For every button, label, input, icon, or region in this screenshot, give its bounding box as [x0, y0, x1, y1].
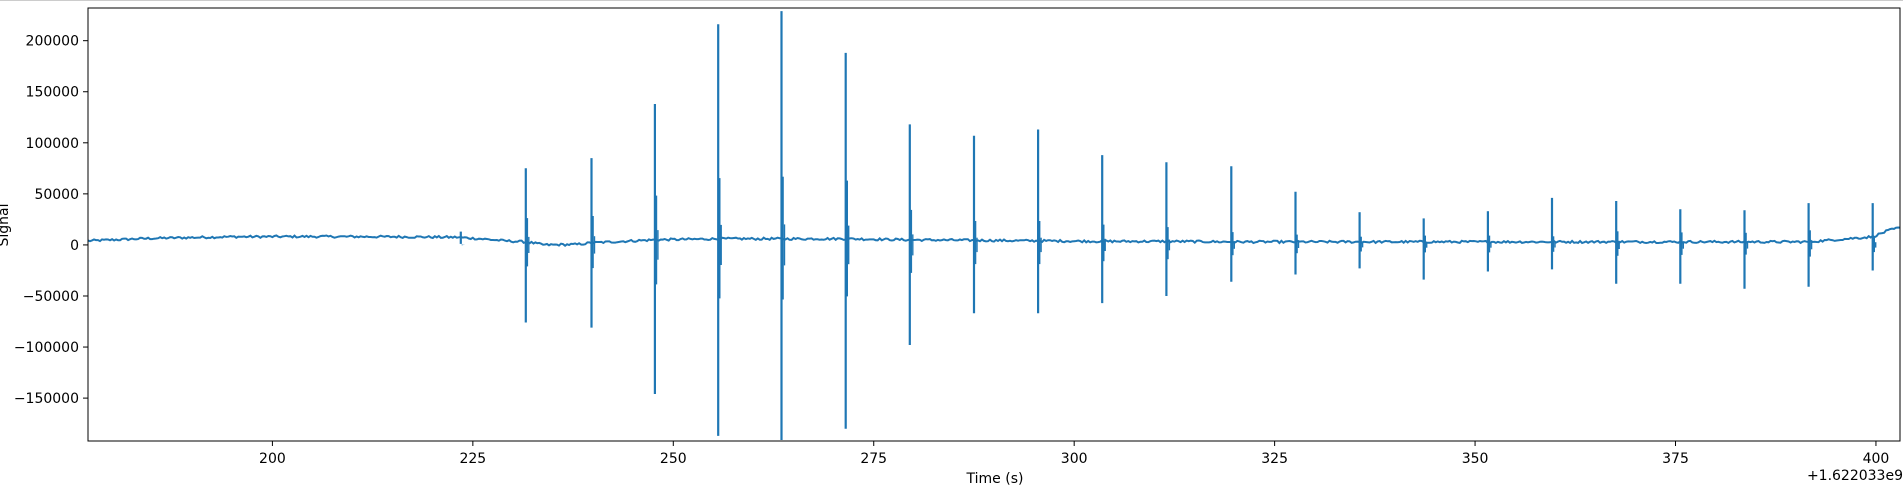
x-tick-label: 200 [259, 451, 286, 467]
signal-spike [524, 168, 530, 323]
y-axis-label: Signal [0, 203, 12, 246]
signal-spike [653, 104, 659, 394]
signal-spike [1358, 212, 1364, 269]
signal-spike [1743, 210, 1749, 289]
signal-spike [908, 124, 914, 345]
signal-spike [459, 231, 465, 246]
signal-spike [717, 24, 722, 436]
signal-spike [1615, 201, 1620, 284]
x-axis: 200 225 250 275 300 325 350 375 400 [259, 441, 1889, 467]
signal-spike [1230, 166, 1236, 282]
x-tick-label: 325 [1261, 451, 1288, 467]
signal-spike [1807, 203, 1813, 287]
x-tick-label: 400 [1863, 451, 1890, 467]
x-tick-label: 375 [1662, 451, 1689, 467]
signal-trace [88, 226, 1900, 247]
signal-spike [1294, 191, 1300, 275]
signal-spike [1101, 155, 1106, 304]
x-tick-label: 275 [860, 451, 887, 467]
y-tick-label: −150000 [14, 391, 79, 407]
signal-spike [590, 158, 596, 328]
y-tick-label: 150000 [26, 85, 79, 101]
y-tick-label: 0 [70, 238, 79, 254]
y-axis: −150000 −100000 −50000 0 50000 100000 150000 20… [14, 34, 88, 407]
plot-area [87, 7, 1901, 442]
y-tick-label: −50000 [23, 289, 79, 305]
signal-spike [780, 11, 786, 440]
signal-spike [972, 135, 978, 314]
signal-spike [1422, 218, 1428, 280]
x-tick-label: 250 [660, 451, 687, 467]
x-axis-label: Time (s) [966, 471, 1024, 487]
y-tick-label: 200000 [26, 34, 79, 50]
y-tick-label: −100000 [14, 340, 79, 356]
axes-frame [87, 7, 1901, 442]
y-tick-label: 50000 [34, 187, 79, 203]
signal-spike [1550, 197, 1556, 270]
signal-spike [1871, 203, 1877, 271]
signal-spike [844, 52, 850, 429]
signal-spike [1165, 162, 1171, 296]
y-tick-label: 100000 [26, 136, 79, 152]
x-tick-label: 350 [1462, 451, 1489, 467]
signal-spike [1486, 211, 1492, 272]
x-tick-label: 300 [1061, 451, 1088, 467]
x-axis-offset-label: +1.622033e9 [1807, 468, 1903, 484]
signal-spike [1679, 209, 1685, 284]
x-tick-label: 225 [459, 451, 486, 467]
signal-spike [1036, 129, 1042, 314]
